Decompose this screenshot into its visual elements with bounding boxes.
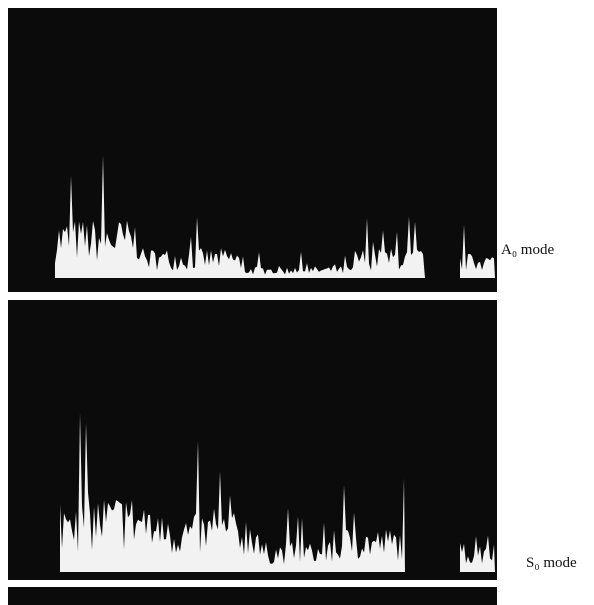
top-waveform: [55, 155, 495, 278]
trace: [55, 155, 425, 278]
bottom-waveform: [60, 413, 495, 572]
mode-label: S₀ mode: [526, 555, 577, 571]
mode-label: A₀ mode: [501, 242, 554, 258]
bottom-strip: [8, 587, 497, 605]
trace: [460, 224, 495, 278]
trace: [60, 413, 405, 572]
trace: [460, 535, 495, 572]
